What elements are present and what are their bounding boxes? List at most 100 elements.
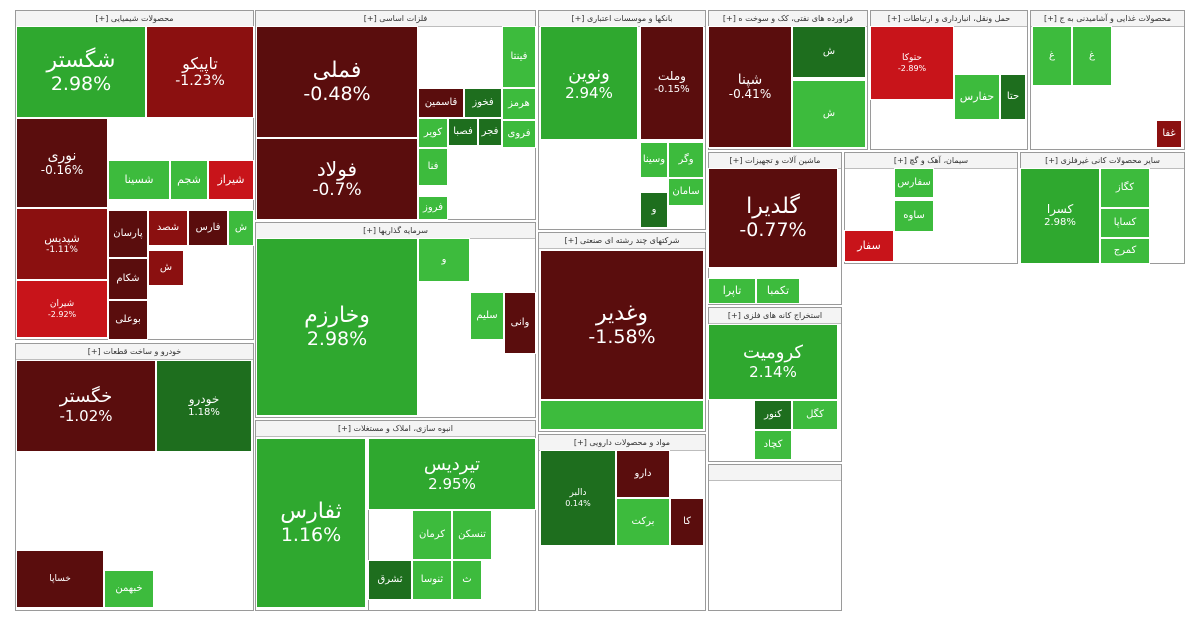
ticker-tile[interactable]: ثشرق (368, 560, 412, 600)
ticker-tile[interactable]: تیردیس 2.95% (368, 438, 536, 510)
ticker-tile[interactable]: وملت -0.15% (640, 26, 704, 140)
sector-title[interactable]: انبوه سازی، املاک و مستغلات [+] (256, 421, 535, 437)
ticker-tile[interactable]: کنور (754, 400, 792, 430)
sector-title[interactable]: ماشین آلات و تجهیزات [+] (709, 153, 841, 169)
ticker-tile[interactable]: حتوکا -2.89% (870, 26, 954, 100)
ticker-symbol: تیردیس (423, 454, 481, 476)
ticker-tile[interactable]: فخوز (464, 88, 502, 118)
ticker-tile[interactable]: وغدیر -1.58% (540, 250, 704, 400)
ticker-tile[interactable]: فارس (188, 210, 228, 246)
ticker-tile[interactable]: غ (1072, 26, 1112, 86)
ticker-tile[interactable]: ثفارس 1.16% (256, 438, 366, 608)
ticker-tile[interactable]: تاپرا (708, 278, 756, 304)
sector-title[interactable]: سیمان، آهک و گچ [+] (845, 153, 1017, 169)
ticker-symbol: تکمبا (766, 283, 790, 297)
ticker-tile[interactable]: وخارزم 2.98% (256, 238, 418, 416)
ticker-symbol: فخوز (472, 97, 494, 109)
ticker-tile[interactable]: خودرو 1.18% (156, 360, 252, 452)
ticker-tile[interactable]: تنسکن (452, 510, 492, 560)
ticker-tile[interactable]: کگل (792, 400, 838, 430)
sector-title[interactable]: سرمایه گذاریها [+] (256, 223, 535, 239)
ticker-tile[interactable]: و (418, 238, 470, 282)
ticker-tile[interactable]: کمرج (1100, 238, 1150, 264)
ticker-tile[interactable]: شیراز (208, 160, 254, 200)
sector-title[interactable]: حمل ونقل، انبارداری و ارتباطات [+] (871, 11, 1027, 27)
ticker-tile[interactable]: قاسمین (418, 88, 464, 118)
ticker-tile[interactable]: غ (1032, 26, 1072, 86)
ticker-tile[interactable]: شپدیس -1.11% (16, 208, 108, 280)
sector-title[interactable]: بانکها و موسسات اعتباری [+] (539, 11, 705, 27)
sector-title[interactable]: شرکتهای چند رشته ای صنعتی [+] (539, 233, 705, 249)
ticker-tile[interactable]: وگر (668, 142, 704, 178)
ticker-tile[interactable]: خبهمن (104, 570, 154, 608)
ticker-tile[interactable]: سامان (668, 178, 704, 206)
sector-title[interactable]: محصولات غذایی و آشامیدنی به ج [+] (1031, 11, 1184, 27)
ticker-tile[interactable]: برکت (616, 498, 670, 546)
ticker-tile[interactable]: فولاد -0.7% (256, 138, 418, 220)
ticker-tile[interactable]: ساوه (894, 200, 934, 232)
ticker-tile[interactable]: خساپا (16, 550, 104, 608)
ticker-tile[interactable]: شگستر 2.98% (16, 26, 146, 118)
ticker-tile[interactable]: شصد (148, 210, 188, 246)
ticker-tile[interactable]: سفار (844, 230, 894, 262)
ticker-tile[interactable]: ش (792, 26, 866, 78)
ticker-tile[interactable]: فجر (478, 118, 502, 146)
ticker-symbol: کویر (423, 127, 443, 139)
sector-title[interactable]: خودرو و ساخت قطعات [+] (16, 344, 253, 360)
ticker-tile[interactable]: بوعلی (108, 300, 148, 340)
ticker-tile[interactable]: غفا (1156, 120, 1182, 148)
ticker-tile[interactable]: کرومیت 2.14% (708, 324, 838, 400)
ticker-tile[interactable]: حتا (1000, 74, 1026, 120)
ticker-tile[interactable]: ش (228, 210, 254, 246)
sector-title[interactable]: محصولات شیمیایی [+] (16, 11, 253, 27)
ticker-tile[interactable]: کگاز (1100, 168, 1150, 208)
ticker-tile[interactable]: کا (670, 498, 704, 546)
ticker-tile[interactable]: پارسان (108, 210, 148, 258)
ticker-tile[interactable]: فملی -0.48% (256, 26, 418, 138)
sector-title[interactable]: مواد و محصولات دارویی [+] (539, 435, 705, 451)
ticker-tile[interactable]: کویر (418, 118, 448, 148)
ticker-tile[interactable]: کساپا (1100, 208, 1150, 238)
ticker-tile[interactable]: و (640, 192, 668, 228)
sector-title[interactable]: سایر محصولات کانی غیرفلزی [+] (1021, 153, 1184, 169)
ticker-tile[interactable]: فصبا (448, 118, 478, 146)
ticker-tile[interactable]: ثنوسا (412, 560, 452, 600)
sector-title[interactable]: فلزات اساسی [+] (256, 11, 535, 27)
ticker-tile[interactable]: نوری -0.16% (16, 118, 108, 208)
ticker-tile[interactable]: تکمبا (756, 278, 800, 304)
ticker-tile[interactable]: شکام (108, 258, 148, 300)
ticker-tile[interactable]: فینتا (502, 26, 536, 88)
ticker-tile[interactable]: دالبر 0.14% (540, 450, 616, 546)
ticker-tile[interactable]: کسرا 2.98% (1020, 168, 1100, 264)
ticker-symbol: ش (822, 108, 836, 120)
ticker-tile[interactable]: سفارس (894, 168, 934, 198)
ticker-tile[interactable]: کرمان (412, 510, 452, 560)
ticker-symbol: شیراز (217, 172, 245, 186)
ticker-tile[interactable]: ش (148, 250, 184, 286)
ticker-tile[interactable] (540, 400, 704, 430)
ticker-tile[interactable]: شیران -2.92% (16, 280, 108, 338)
ticker-tile[interactable]: فروی (502, 120, 536, 148)
ticker-tile[interactable]: فروز (418, 196, 448, 220)
ticker-tile[interactable]: شسینا (108, 160, 170, 200)
ticker-tile[interactable]: ش (792, 80, 866, 148)
sector-title[interactable]: فراورده های نفتی، کک و سوخت ه [+] (709, 11, 867, 27)
sector-title[interactable] (709, 465, 841, 481)
ticker-tile[interactable]: تاپیکو -1.23% (146, 26, 254, 118)
ticker-tile[interactable]: وسینا (640, 142, 668, 178)
ticker-tile[interactable]: گلدیرا -0.77% (708, 168, 838, 268)
ticker-tile[interactable]: خگستر -1.02% (16, 360, 156, 452)
ticker-tile[interactable]: دارو (616, 450, 670, 498)
ticker-tile[interactable]: وانی (504, 292, 536, 354)
ticker-tile[interactable]: هرمز (502, 88, 536, 120)
ticker-tile[interactable]: ونوین 2.94% (540, 26, 638, 140)
ticker-tile[interactable]: شپنا -0.41% (708, 26, 792, 148)
ticker-tile[interactable]: سلیم (470, 292, 504, 340)
ticker-tile[interactable]: کچاد (754, 430, 792, 460)
ticker-tile[interactable]: ث (452, 560, 482, 600)
ticker-tile[interactable]: شجم (170, 160, 208, 200)
ticker-symbol: فولاد (316, 156, 358, 181)
sector-title[interactable]: استخراج کانه های فلزی [+] (709, 308, 841, 324)
ticker-tile[interactable]: فنا (418, 148, 448, 186)
ticker-tile[interactable]: حفارس (954, 74, 1000, 120)
